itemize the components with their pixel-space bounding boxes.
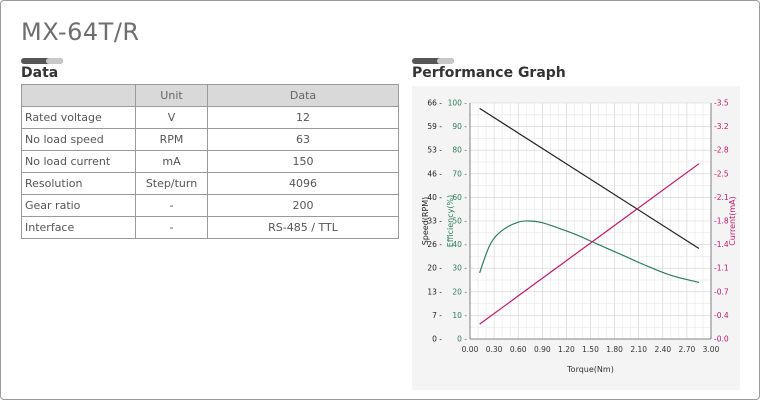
table-row: Rated voltage V 12 [21,106,399,129]
spec-table: Unit Data Rated voltage V 12 No load spe… [21,84,399,239]
x-tick-label: 1.80 [606,345,623,354]
section-marker [21,58,63,64]
table-row: Gear ratio - 200 [21,194,399,217]
efficiency-tick-label: 30 - [452,264,467,273]
efficiency-series-line [479,220,700,283]
row-unit: - [135,194,208,217]
x-tick-label: 3.00 [703,345,720,354]
row-value: RS-485 / TTL [207,216,399,239]
row-unit: RPM [135,128,208,151]
x-tick-label: 0.90 [534,345,551,354]
speed-tick-label: 7 - [432,311,442,320]
speed-tick-label: 66 - [427,99,442,108]
speed-series-line [479,107,700,250]
current-tick-label: -3.2 [714,122,729,131]
row-label: Interface [21,216,136,239]
efficiency-tick-label: 0 - [457,335,467,344]
speed-tick-label: 0 - [432,335,442,344]
graph-heading: Performance Graph [412,65,566,81]
row-value: 63 [207,128,399,151]
efficiency-tick-label: 80 - [452,146,467,155]
row-unit: Step/turn [135,172,208,195]
x-tick-label: 2.70 [679,345,696,354]
x-axis-label: Torque(Nm) [566,365,614,374]
efficiency-tick-label: 40 - [452,240,467,249]
row-label: Gear ratio [21,194,136,217]
efficiency-tick-label: 50 - [452,217,467,226]
speed-tick-label: 53 - [427,146,442,155]
row-unit: - [135,216,208,239]
x-tick-label: 0.00 [462,345,479,354]
data-heading: Data [21,65,59,81]
speed-tick-label: 26 - [427,240,442,249]
row-label: No load current [21,150,136,173]
x-tick-label: 2.40 [654,345,671,354]
row-label: Resolution [21,172,136,195]
row-value: 200 [207,194,399,217]
row-unit: mA [135,150,208,173]
current-tick-label: -3.5 [714,99,729,108]
table-row: Resolution Step/turn 4096 [21,172,399,195]
row-label: Rated voltage [21,106,136,129]
efficiency-tick-label: 20 - [452,287,467,296]
efficiency-axis-label: Efficiency(%) [446,195,455,247]
current-tick-label: -1.4 [714,240,729,249]
current-tick-label: -0.4 [714,311,729,320]
speed-tick-label: 40 - [427,193,442,202]
current-tick-label: -2.8 [714,146,729,155]
section-marker [412,58,454,64]
speed-tick-label: 13 - [427,287,442,296]
efficiency-tick-label: 100 - [448,99,468,108]
page-title: MX-64T/R [21,18,140,46]
x-tick-label: 1.50 [582,345,599,354]
col-header-name [21,84,136,107]
table-header-row: Unit Data [21,84,399,107]
row-value: 12 [207,106,399,129]
table-row: No load current mA 150 [21,150,399,173]
performance-chart: 0.00 0.30 0.60 0.90 1.20 1.50 1.80 2.10 2.40 2.70… [421,99,737,375]
efficiency-tick-label: 60 - [452,193,467,202]
speed-tick-label: 33 - [427,217,442,226]
row-unit: V [135,106,208,129]
current-tick-label: -2.1 [714,193,729,202]
current-tick-label: -1.1 [714,264,729,273]
table-row: No load speed RPM 63 [21,128,399,151]
current-tick-label: -1.8 [714,217,729,226]
x-tick-label: 0.30 [486,345,503,354]
col-header-data: Data [207,84,399,107]
speed-tick-label: 59 - [427,122,442,131]
row-value: 150 [207,150,399,173]
table-row: Interface - RS-485 / TTL [21,216,399,239]
efficiency-tick-label: 90 - [452,122,467,131]
current-tick-label: -0.7 [714,287,729,296]
current-series-line [479,163,700,325]
efficiency-tick-label: 70 - [452,169,467,178]
current-axis-label: Current(mA) [728,196,737,246]
x-tick-label: 1.20 [558,345,575,354]
current-tick-label: -2.5 [714,169,729,178]
current-tick-label: -0.0 [714,335,729,344]
speed-axis-label: Speed(RPM) [421,197,430,246]
speed-tick-label: 20 - [427,264,442,273]
col-header-unit: Unit [135,84,208,107]
row-value: 4096 [207,172,399,195]
performance-graph-panel: 0.00 0.30 0.60 0.90 1.20 1.50 1.80 2.10 2.40 2.70… [412,86,740,390]
x-tick-label: 0.60 [510,345,527,354]
efficiency-tick-label: 10 - [452,311,467,320]
speed-tick-label: 46 - [427,169,442,178]
row-label: No load speed [21,128,136,151]
x-tick-label: 2.10 [630,345,647,354]
